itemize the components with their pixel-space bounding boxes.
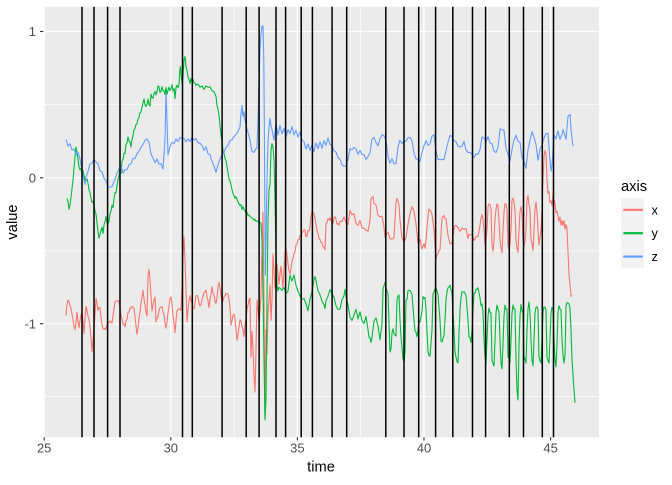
svg-text:value: value — [5, 204, 21, 239]
svg-text:35: 35 — [290, 441, 304, 456]
svg-text:0: 0 — [29, 171, 36, 186]
svg-text:z: z — [652, 249, 658, 264]
svg-text:40: 40 — [417, 441, 431, 456]
svg-text:time: time — [307, 460, 335, 476]
svg-text:-1: -1 — [24, 316, 36, 331]
svg-text:x: x — [652, 202, 659, 217]
svg-text:25: 25 — [37, 441, 51, 456]
svg-text:30: 30 — [164, 441, 178, 456]
svg-text:axis: axis — [621, 179, 647, 195]
svg-text:1: 1 — [29, 24, 36, 39]
svg-text:y: y — [652, 226, 659, 241]
svg-text:45: 45 — [543, 441, 557, 456]
